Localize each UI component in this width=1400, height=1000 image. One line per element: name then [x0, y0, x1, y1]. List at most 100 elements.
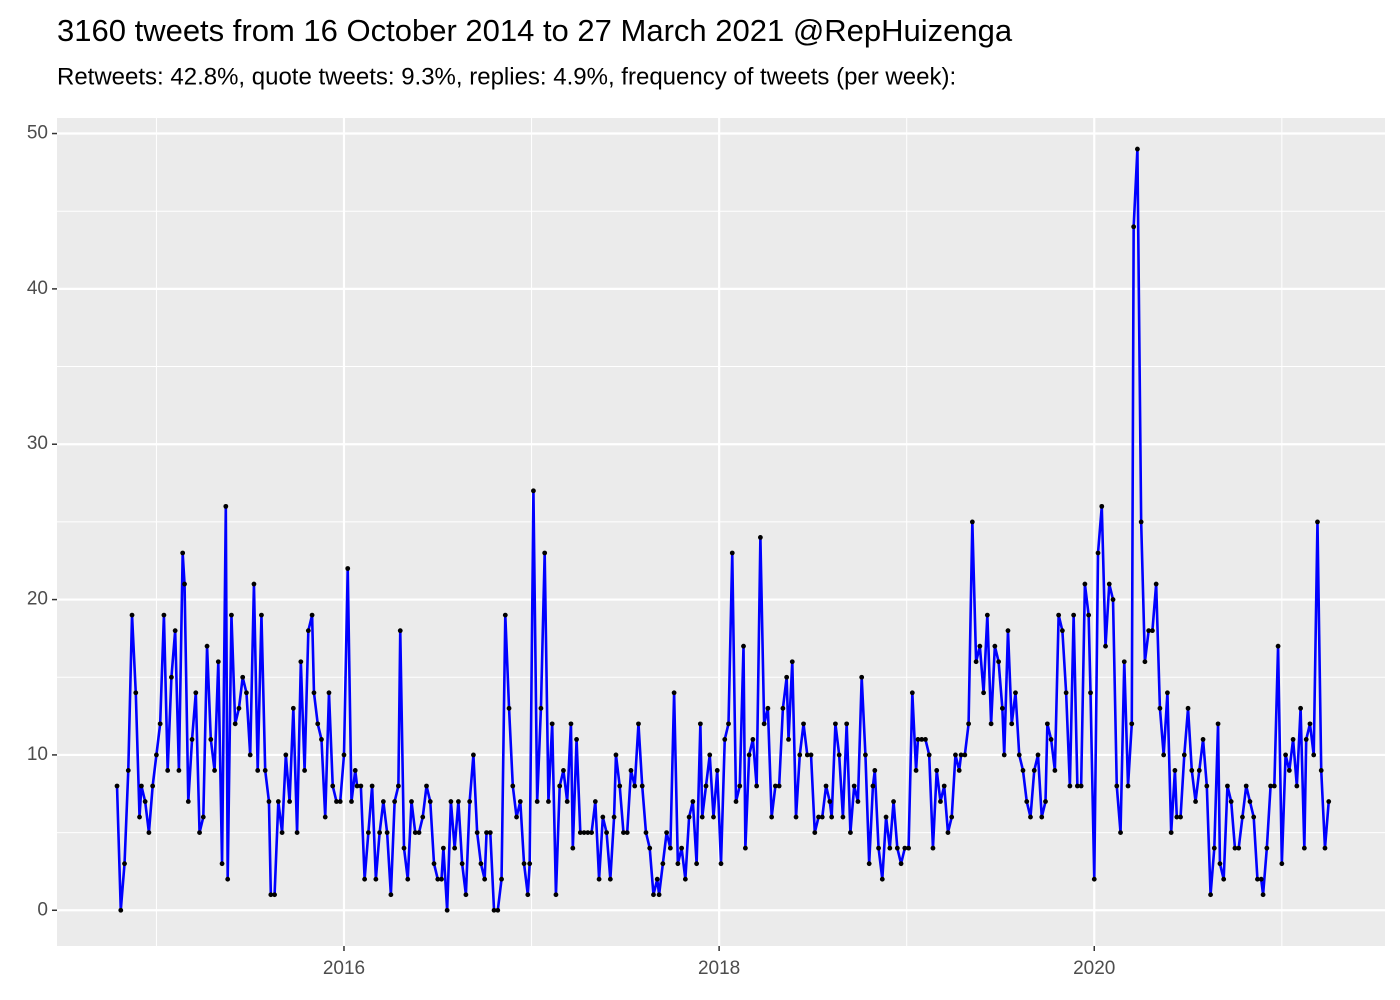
data-point: [1283, 752, 1288, 758]
data-point: [1138, 519, 1144, 525]
data-point: [290, 705, 296, 711]
data-point: [1232, 845, 1238, 851]
data-point: [448, 799, 454, 804]
data-point: [1215, 721, 1221, 727]
data-point: [1086, 612, 1092, 618]
x-tick-label: 2016: [323, 958, 365, 979]
data-point: [1150, 628, 1155, 634]
data-point: [459, 861, 465, 867]
data-point: [1071, 612, 1077, 618]
data-point: [804, 752, 810, 758]
data-point: [1189, 768, 1195, 773]
data-point: [298, 659, 304, 665]
data-point: [1204, 783, 1210, 789]
data-point: [919, 736, 925, 742]
data-point: [926, 752, 932, 758]
data-point: [1001, 752, 1007, 758]
data-point: [139, 783, 144, 789]
data-point: [737, 783, 743, 789]
data-point: [365, 830, 371, 835]
data-point: [789, 659, 795, 665]
data-point: [596, 876, 602, 882]
data-point: [1298, 705, 1303, 711]
data-point: [923, 736, 928, 742]
data-point: [1031, 768, 1037, 773]
data-point: [1121, 659, 1127, 665]
data-point: [272, 892, 277, 898]
data-point: [397, 628, 403, 634]
data-point: [521, 861, 527, 867]
data-point: [793, 814, 799, 820]
data-point: [958, 752, 964, 758]
data-point: [624, 830, 630, 835]
data-point: [1185, 705, 1191, 711]
data-point: [362, 876, 368, 882]
data-point: [844, 721, 850, 727]
y-tick-label: 30: [27, 433, 48, 454]
data-point: [733, 799, 739, 804]
data-point: [412, 830, 418, 835]
chart-title: 3160 tweets from 16 October 2014 to 27 M…: [57, 13, 1013, 48]
data-point: [859, 674, 865, 680]
data-point: [236, 705, 242, 711]
data-point: [660, 861, 666, 867]
data-point: [769, 814, 775, 820]
data-point: [1082, 581, 1088, 587]
data-point: [452, 845, 458, 851]
data-point: [114, 783, 120, 789]
data-point: [1236, 845, 1242, 851]
data-point: [189, 736, 195, 742]
data-point: [1110, 597, 1116, 602]
data-point: [352, 768, 358, 773]
data-point: [322, 814, 328, 820]
data-point: [966, 721, 971, 727]
data-point: [200, 814, 206, 820]
data-point: [491, 907, 497, 913]
data-point: [275, 799, 281, 804]
data-point: [1067, 783, 1073, 789]
data-point: [435, 876, 441, 882]
data-point: [395, 783, 401, 789]
data-point: [827, 799, 833, 804]
data-point: [686, 814, 692, 820]
data-point: [1161, 752, 1167, 758]
data-point: [664, 830, 670, 835]
data-point: [697, 721, 703, 727]
data-point: [1181, 752, 1187, 758]
data-point: [373, 876, 379, 882]
data-point: [585, 830, 591, 835]
data-point: [589, 830, 594, 835]
data-point: [311, 690, 317, 696]
data-point: [388, 892, 394, 898]
data-point: [1243, 783, 1249, 789]
data-point: [341, 752, 347, 758]
data-point: [1315, 519, 1320, 525]
data-point: [909, 690, 915, 696]
data-point: [833, 721, 838, 727]
data-point: [611, 814, 617, 820]
data-point: [1106, 581, 1112, 587]
data-point: [427, 799, 433, 804]
data-point: [204, 643, 210, 649]
data-point: [1168, 830, 1174, 835]
data-point: [829, 814, 835, 820]
data-point: [726, 721, 731, 727]
data-point: [337, 799, 343, 804]
data-point: [604, 830, 609, 835]
data-point: [487, 830, 493, 835]
data-point: [765, 705, 771, 711]
data-point: [973, 659, 979, 665]
data-point: [996, 659, 1002, 665]
data-point: [268, 892, 274, 898]
data-point: [1303, 736, 1309, 742]
data-point: [1024, 799, 1030, 804]
data-point: [999, 705, 1005, 711]
data-point: [287, 799, 292, 804]
data-point: [819, 814, 825, 820]
data-point: [358, 783, 364, 789]
data-point: [193, 690, 199, 696]
data-point: [538, 705, 544, 711]
data-point: [1290, 736, 1296, 742]
data-point: [467, 799, 473, 804]
data-point: [247, 752, 253, 758]
